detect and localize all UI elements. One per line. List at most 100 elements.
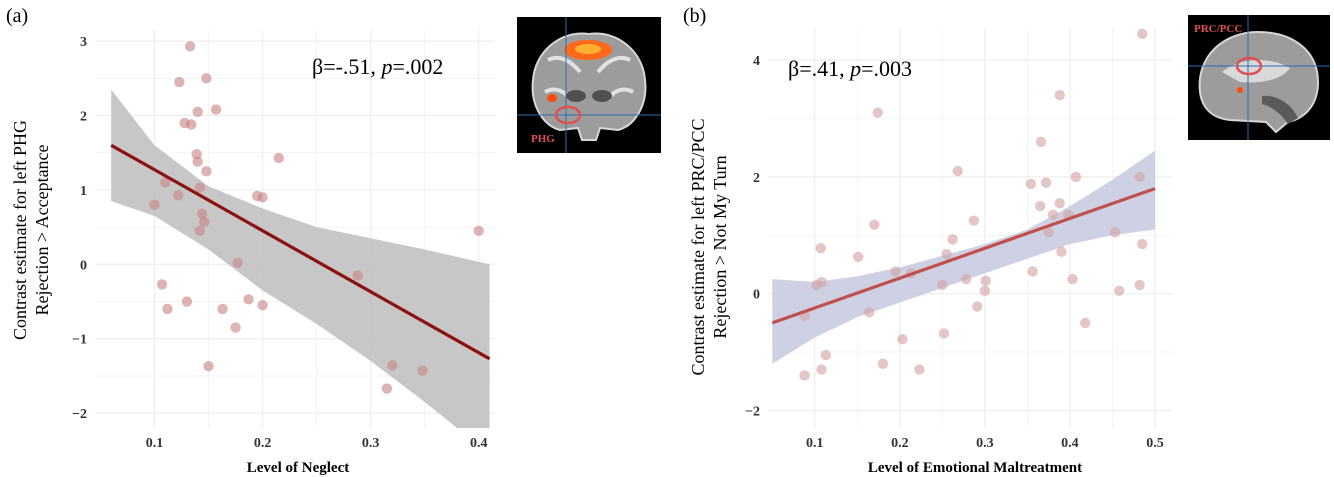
panel-b-x-tick-label: 0.2 [891, 436, 909, 451]
panel-b-data-point [1025, 178, 1037, 190]
panel-b-data-point [1080, 317, 1091, 329]
panel-b-inset-label: PRC/PCC [1194, 23, 1242, 35]
panel-b-x-axis-label: Level of Emotional Maltreatment [868, 460, 1082, 476]
panel-a-data-point [203, 361, 214, 372]
panel-b-data-point [872, 107, 883, 118]
panel-b-brain-inset: PRC/PCC [1188, 15, 1330, 140]
panel-b-data-point [1035, 136, 1047, 148]
panel-a-data-point [417, 365, 428, 376]
panel-b-data-point [1109, 227, 1121, 238]
panel-b-inset-cerebellum [1262, 95, 1298, 124]
panel-a-data-point [257, 300, 268, 311]
panel-b-data-point [811, 279, 822, 291]
panel-a-y-ticks: −2 −1 0 1 2 3 [72, 35, 87, 422]
panel-a: (a) 0.1 0.2 0.3 0.4 −2 −1 0 1 2 3 Level of Negle… [6, 5, 661, 476]
panel-b-data-point [1040, 177, 1052, 188]
panel-a-label: (a) [6, 5, 28, 27]
panel-b-data-point [1134, 171, 1145, 183]
panel-a-data-point [273, 152, 284, 164]
panel-a-data-point [173, 189, 184, 201]
panel-a-inset-ventricle-left [566, 90, 586, 102]
panel-b: (b) 0.1 0.2 0.3 0.4 0.5 −2 0 2 4 Level of Emoti… [683, 5, 1330, 476]
panel-a-data-point [156, 279, 168, 290]
panel-b-stat-text: β=.41, p=.003 [788, 56, 912, 81]
panel-b-data-point [1134, 279, 1145, 291]
panel-b-data-point [960, 273, 972, 285]
panel-b-data-point [980, 275, 991, 287]
panel-b-x-tick-label: 0.3 [976, 436, 994, 451]
panel-a-y-tick-label: −1 [72, 333, 87, 348]
panel-a-data-point [352, 270, 363, 281]
panel-b-x-ticks: 0.1 0.2 0.3 0.4 0.5 [806, 436, 1164, 451]
panel-a-data-point [210, 104, 222, 115]
panel-b-data-point [1137, 238, 1148, 250]
panel-a-data-point [217, 303, 228, 315]
panel-b-x-tick-label: 0.1 [806, 436, 824, 451]
panel-b-data-point [938, 328, 950, 339]
panel-b-data-point [1054, 89, 1065, 101]
panel-b-data-point [1070, 171, 1082, 183]
panel-b-data-point [897, 334, 908, 345]
panel-a-data-point [192, 156, 203, 167]
panel-a-data-point [201, 166, 212, 177]
panel-b-data-point [1043, 227, 1054, 238]
panel-b-data-point [890, 266, 901, 277]
panel-b-data-point [979, 285, 991, 296]
panel-a-data-point [174, 76, 185, 88]
panel-b-data-point [952, 165, 963, 177]
panel-a-data-point [196, 208, 208, 219]
panel-a-data-point [232, 257, 243, 269]
panel-b-y-ticks: −2 0 2 4 [745, 54, 760, 419]
panel-a-data-point [194, 225, 206, 237]
panel-a-brain-inset: PHG [517, 17, 661, 153]
panel-b-label: (b) [683, 5, 706, 27]
panel-b-data-point [877, 358, 889, 369]
panel-a-data-point [160, 177, 171, 188]
panel-b-data-point [1114, 285, 1125, 296]
panel-a-x-tick-label: 0.1 [146, 436, 164, 451]
panel-b-y-axis-label-line2: Rejection > Not My Turn [710, 155, 730, 338]
panel-a-data-point [230, 322, 241, 333]
panel-a-y-tick-label: 3 [80, 35, 87, 50]
panel-b-data-point [1056, 246, 1067, 257]
panel-b-data-point [1054, 197, 1065, 209]
panel-b-data-point [941, 248, 952, 260]
panel-b-data-point [815, 242, 826, 254]
panel-b-y-tick-label: 2 [753, 171, 760, 186]
panel-b-y-axis-label-line1: Contrast estimate for left PRC/PCC [688, 119, 708, 376]
panel-a-inset-ventricle-right [592, 90, 612, 102]
panel-b-data-point [869, 219, 880, 230]
panel-a-inset-roi-ring [554, 105, 582, 125]
panel-a-data-point [192, 106, 203, 118]
panel-a-x-tick-label: 0.3 [362, 436, 380, 451]
panel-a-inset-activation-top-core [575, 44, 601, 54]
panel-b-data-point [864, 307, 875, 318]
panel-a-data-point [201, 73, 212, 84]
panel-a-stat-beta: β=-.51, [312, 54, 381, 79]
panel-b-x-tick-label: 0.4 [1061, 436, 1079, 451]
panel-b-data-point [852, 251, 864, 263]
panel-a-x-tick-label: 0.2 [254, 436, 272, 451]
panel-a-x-axis-label: Level of Neglect [247, 460, 349, 476]
panel-a-points [149, 41, 484, 394]
panel-b-data-point [820, 349, 832, 361]
panel-a-data-point [257, 192, 268, 203]
panel-b-data-point [972, 301, 983, 312]
panel-a-stat-p: p [379, 54, 392, 79]
panel-a-stat-pval: =.002 [392, 54, 443, 79]
panel-a-data-point [149, 199, 160, 211]
panel-b-inset-activation [1237, 87, 1243, 93]
panel-a-data-point [162, 303, 173, 315]
panel-a-y-tick-label: 2 [80, 110, 87, 125]
panel-b-stat-beta: β=.41, [788, 56, 850, 81]
panel-a-x-ticks: 0.1 0.2 0.3 0.4 [146, 436, 488, 451]
panel-b-data-point [799, 370, 810, 381]
panel-b-data-point [968, 215, 980, 226]
panel-a-inset-activation-side [547, 94, 557, 102]
panel-b-data-point [914, 364, 925, 375]
panel-b-data-point [937, 279, 948, 291]
panel-b-data-point [1027, 266, 1038, 277]
panel-b-stat-pval: =.003 [861, 56, 912, 81]
panel-a-y-tick-label: 0 [80, 258, 87, 273]
panel-a-confidence-band [111, 89, 490, 428]
